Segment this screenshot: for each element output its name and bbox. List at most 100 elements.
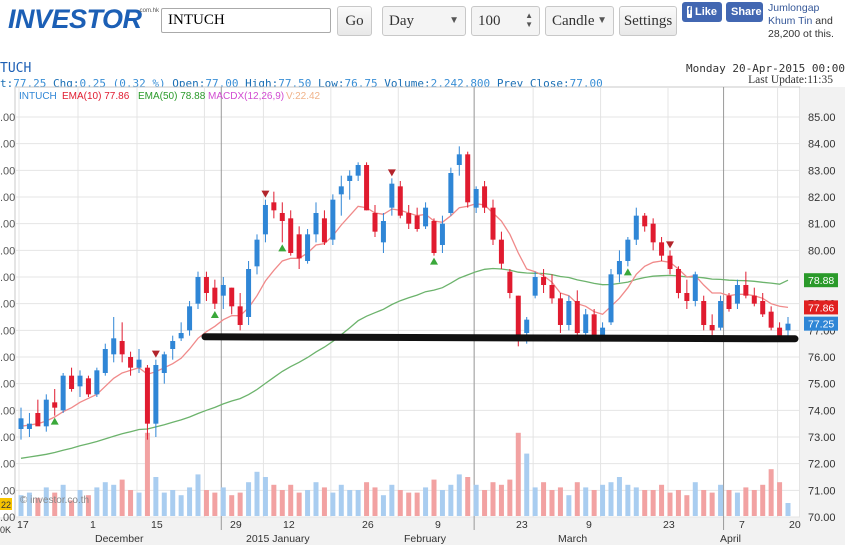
- bottom-axis-panel: [0, 517, 845, 545]
- candle: [313, 202, 319, 243]
- last-price-tag: 77.25: [804, 316, 838, 331]
- candle: [271, 191, 277, 219]
- legend-ema10: EMA(10) 77.86: [62, 91, 130, 102]
- y-tick-label: 72.00: [808, 459, 836, 471]
- candle-body: [785, 323, 791, 331]
- volume-bar: [102, 482, 108, 516]
- candle-body: [456, 154, 462, 165]
- volume-bar: [465, 477, 471, 516]
- volume-bar: [279, 490, 285, 516]
- y-tick-label: 84.00: [808, 139, 836, 151]
- period-select[interactable]: Day ▼: [382, 6, 466, 36]
- volume-bar: [743, 487, 749, 516]
- candle: [229, 287, 235, 315]
- candle-body: [751, 295, 757, 304]
- candle: [498, 231, 504, 269]
- candle-body: [760, 301, 766, 315]
- candle-body: [423, 207, 429, 227]
- price-tags: 78.88 77.86 77.25: [804, 273, 838, 331]
- ema50-price-tag-label: 78.88: [808, 275, 834, 287]
- volume-bar: [161, 492, 167, 516]
- buy-marker: [210, 311, 219, 318]
- volume-bar: [675, 490, 681, 516]
- settings-button[interactable]: Settings: [619, 6, 677, 36]
- support-line-path: [201, 333, 799, 343]
- candle-body: [161, 354, 167, 373]
- volume-bar: [524, 453, 530, 516]
- candle: [77, 370, 83, 397]
- volume-bar: [389, 484, 395, 516]
- candle: [650, 218, 656, 251]
- volume-bar: [136, 492, 142, 516]
- candle: [557, 293, 563, 333]
- logo-suffix: .com.hk: [138, 8, 160, 14]
- candle: [305, 229, 311, 264]
- stepper-arrows-icon[interactable]: ▲ ▼: [525, 11, 533, 29]
- candle: [52, 389, 58, 416]
- candle: [170, 335, 176, 360]
- volume-bar: [600, 484, 606, 516]
- chart-plot-area: [14, 86, 801, 530]
- volume-bar: [77, 490, 83, 516]
- candle: [675, 266, 681, 299]
- candle-body: [709, 325, 715, 331]
- buy-marker: [278, 244, 287, 252]
- volume-bar: [659, 484, 665, 516]
- volume-bar: [338, 484, 344, 516]
- chart-title: TUCH: [0, 61, 32, 76]
- y-left-tick-label: .00: [0, 512, 15, 524]
- symbol-input[interactable]: [161, 8, 331, 33]
- candle-body: [684, 293, 690, 301]
- fb-like-button[interactable]: f Like: [682, 2, 722, 22]
- x-day-label: 23: [663, 519, 675, 531]
- y-axis-left-ticks: .00 .00 .00 .00 .00 .00 .00 .00 .00 .00 .00 .00 .00.…: [0, 112, 15, 524]
- y-tick-label: 74.00: [808, 405, 836, 417]
- candle-body: [279, 213, 285, 221]
- y-tick-label: 71.00: [808, 485, 836, 497]
- candle-body: [178, 333, 184, 339]
- candle-body: [397, 186, 403, 216]
- chevron-down-icon: ▼: [597, 15, 607, 26]
- volume-bar: [254, 471, 260, 516]
- volume-bar: [532, 487, 538, 516]
- candle: [439, 215, 445, 253]
- buy-marker: [50, 417, 59, 425]
- candle-body: [26, 423, 32, 429]
- candle: [456, 146, 462, 176]
- candle-body: [136, 359, 142, 368]
- y-tick-label: 85.00: [808, 112, 836, 124]
- candle-body: [305, 234, 311, 261]
- go-button[interactable]: Go: [337, 6, 372, 36]
- candle-body: [734, 285, 740, 304]
- investor-logo[interactable]: INVESTOR: [8, 4, 142, 34]
- y-tick-label: 81.00: [808, 219, 836, 231]
- candle: [60, 373, 66, 413]
- ema10-price-tag-box: [804, 300, 838, 315]
- candle-body: [262, 205, 268, 235]
- sell-marker: [151, 350, 160, 358]
- candle-body: [119, 341, 125, 355]
- volume-bar: [347, 490, 353, 516]
- candle-body: [406, 213, 412, 224]
- count-stepper[interactable]: 100 ▲ ▼: [471, 6, 540, 36]
- fb-share-button[interactable]: Share: [726, 2, 763, 22]
- candle-body: [212, 287, 218, 304]
- fb-friend-link[interactable]: Jumlongap Khum Tin: [768, 2, 820, 27]
- legend-symbol: INTUCH: [19, 91, 57, 102]
- left-edge-badge: [0, 498, 12, 510]
- y-left-tick-label: .00: [0, 379, 15, 391]
- candle-body: [743, 285, 749, 296]
- volume-bar: [212, 492, 218, 516]
- candle-body: [549, 285, 555, 299]
- volume-bar: [111, 484, 117, 516]
- candle: [701, 295, 707, 331]
- x-day-label: 9: [435, 519, 441, 531]
- volume-bar: [187, 487, 193, 516]
- left-edge-label-0: 22: [1, 500, 11, 510]
- x-day-label: 17: [17, 519, 29, 531]
- chart-type-select[interactable]: Candle ▼: [545, 6, 614, 36]
- last-update: Last Update:11:35: [748, 74, 833, 86]
- volume-bar: [549, 490, 555, 516]
- ema50-path: [20, 267, 789, 459]
